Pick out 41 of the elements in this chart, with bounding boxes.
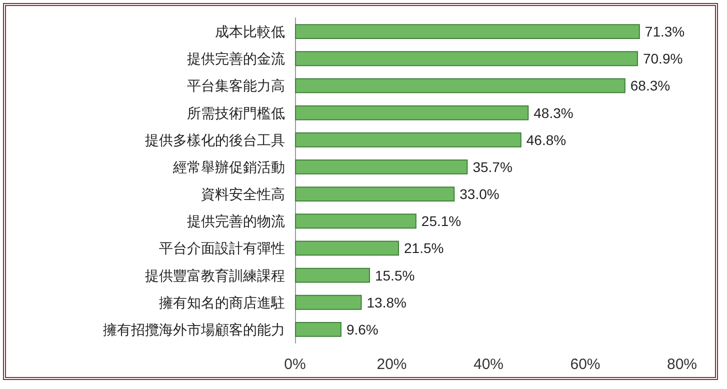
y-tick-label: 平台集客能力高 — [187, 78, 285, 94]
x-tick-label: 0% — [284, 356, 306, 373]
bar — [295, 268, 370, 283]
x-tick-label: 20% — [376, 356, 407, 373]
bar — [295, 78, 626, 94]
y-tick-label: 經常舉辦促銷活動 — [172, 158, 285, 175]
y-tick-label: 提供完善的物流 — [187, 213, 285, 230]
y-tick-label: 所需技術門檻低 — [187, 104, 285, 121]
bar — [295, 51, 638, 66]
bar — [295, 105, 529, 120]
data-label: 35.7% — [472, 158, 512, 175]
bar — [295, 240, 400, 256]
data-label: 70.9% — [642, 50, 683, 67]
data-label: 9.6% — [346, 321, 378, 338]
y-tick-label: 成本比較低 — [215, 24, 285, 40]
x-tick-label: 60% — [570, 356, 600, 373]
y-tick-label: 擁有知名的商店進駐 — [159, 294, 285, 310]
data-label: 68.3% — [630, 78, 670, 94]
y-tick-label: 擁有招攬海外市場顧客的能力 — [103, 321, 285, 338]
bar — [295, 160, 468, 174]
data-label: 46.8% — [526, 132, 566, 148]
y-tick-label: 提供完善的金流 — [187, 50, 285, 67]
data-label: 25.1% — [421, 213, 462, 230]
data-label: 15.5% — [374, 267, 415, 284]
x-tick-label: 80% — [666, 356, 698, 373]
data-label: 48.3% — [534, 104, 574, 121]
y-tick-label: 平台介面設計有彈性 — [159, 240, 285, 256]
bar — [295, 132, 522, 148]
x-tick-label: 40% — [473, 356, 504, 373]
data-label: 21.5% — [404, 240, 444, 256]
bar — [295, 322, 342, 337]
data-label: 71.3% — [644, 24, 685, 40]
y-tick-label: 提供多樣化的後台工具 — [145, 132, 285, 148]
bar — [295, 24, 640, 39]
bar — [295, 186, 455, 202]
data-label: 13.8% — [366, 294, 406, 310]
bar — [295, 214, 416, 229]
y-tick-label: 提供豐富教育訓練課程 — [145, 267, 285, 284]
bar — [295, 294, 362, 310]
y-tick-label: 資料安全性高 — [201, 186, 285, 202]
data-label: 33.0% — [460, 186, 500, 202]
